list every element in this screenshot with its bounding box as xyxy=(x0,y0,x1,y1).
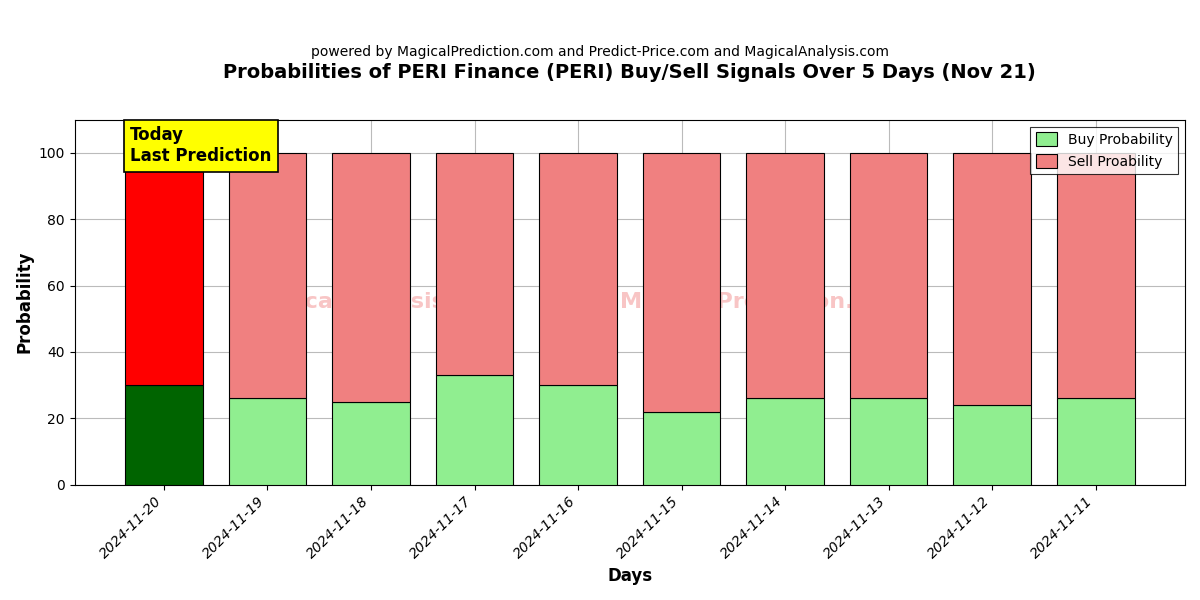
Bar xyxy=(1057,153,1134,398)
Bar xyxy=(953,405,1031,485)
Bar xyxy=(229,153,306,398)
X-axis label: Days: Days xyxy=(607,567,653,585)
Bar xyxy=(436,153,514,375)
Bar xyxy=(1057,398,1134,485)
Bar xyxy=(643,153,720,412)
Bar xyxy=(746,398,824,485)
Bar xyxy=(643,412,720,485)
Text: MagicalPrediction.com: MagicalPrediction.com xyxy=(620,292,906,312)
Bar xyxy=(953,153,1031,405)
Bar xyxy=(229,398,306,485)
Bar xyxy=(125,385,203,485)
Bar xyxy=(332,401,410,485)
Text: powered by MagicalPrediction.com and Predict-Price.com and MagicalAnalysis.com: powered by MagicalPrediction.com and Pre… xyxy=(311,45,889,59)
Bar xyxy=(539,153,617,385)
Text: Today
Last Prediction: Today Last Prediction xyxy=(131,127,271,165)
Bar xyxy=(746,153,824,398)
Bar xyxy=(850,153,928,398)
Bar xyxy=(125,153,203,385)
Bar xyxy=(436,375,514,485)
Bar xyxy=(539,385,617,485)
Bar xyxy=(332,153,410,401)
Y-axis label: Probability: Probability xyxy=(16,251,34,353)
Title: Probabilities of PERI Finance (PERI) Buy/Sell Signals Over 5 Days (Nov 21): Probabilities of PERI Finance (PERI) Buy… xyxy=(223,63,1037,82)
Legend: Buy Probability, Sell Proability: Buy Probability, Sell Proability xyxy=(1030,127,1178,174)
Bar xyxy=(850,398,928,485)
Text: MagicalAnalysis.com: MagicalAnalysis.com xyxy=(244,292,505,312)
